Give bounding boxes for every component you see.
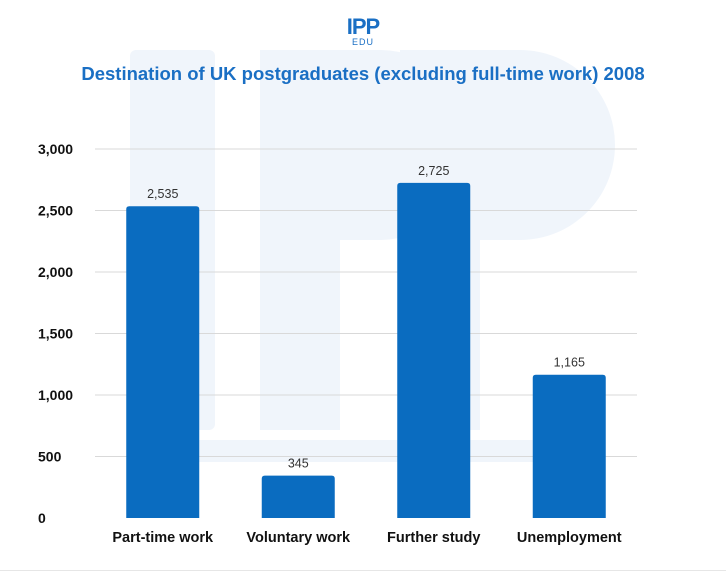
bar (126, 206, 200, 518)
bar (261, 475, 335, 518)
x-tick-label: Part-time work (112, 530, 214, 546)
data-label: 2,535 (147, 187, 178, 201)
data-label: 345 (288, 457, 309, 471)
x-tick-label: Unemployment (517, 530, 622, 546)
bar (397, 182, 471, 518)
x-tick-label: Voluntary work (246, 530, 351, 546)
chart-title: Destination of UK postgraduates (excludi… (81, 63, 645, 84)
logo-text: IPP (346, 14, 380, 39)
data-label: 2,725 (418, 164, 449, 178)
bar (532, 374, 606, 518)
y-tick-label: 3,000 (38, 141, 73, 157)
x-tick-label: Further study (387, 530, 480, 546)
y-tick-label: 2,500 (38, 203, 73, 219)
y-tick-label: 500 (38, 449, 62, 465)
y-tick-label: 0 (38, 510, 46, 526)
bottom-divider (0, 570, 726, 571)
data-label: 1,165 (554, 356, 585, 370)
logo-subtext: EDU (351, 37, 374, 47)
y-tick-label: 1,000 (38, 387, 73, 403)
y-tick-label: 2,000 (38, 264, 73, 280)
y-tick-label: 1,500 (38, 326, 73, 342)
